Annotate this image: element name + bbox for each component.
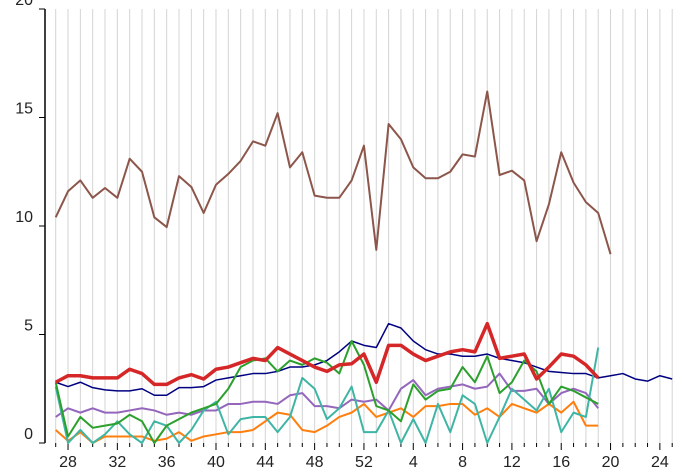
series-line xyxy=(55,400,599,444)
x-tick-label: 44 xyxy=(256,454,274,471)
series-line xyxy=(54,90,612,255)
x-tick-label: 8 xyxy=(458,454,467,471)
series-line xyxy=(54,347,600,444)
y-tick-label: 5 xyxy=(24,318,33,335)
x-tick-label: 52 xyxy=(355,454,373,471)
series-line xyxy=(54,340,599,444)
x-tick-label: 12 xyxy=(503,454,521,471)
x-tick-label: 40 xyxy=(207,454,225,471)
y-tick-label: 15 xyxy=(15,101,33,118)
x-tick-label: 20 xyxy=(602,454,620,471)
y-tick-label: 10 xyxy=(15,209,33,226)
x-tick-label: 36 xyxy=(158,454,176,471)
x-tick-label: 32 xyxy=(108,454,126,471)
y-tick-label: 20 xyxy=(15,0,33,9)
series-line xyxy=(54,321,600,387)
x-tick-label: 24 xyxy=(651,454,669,471)
x-tick-label: 28 xyxy=(59,454,77,471)
series-line xyxy=(55,322,673,397)
x-tick-label: 16 xyxy=(552,454,570,471)
x-tick-label: 4 xyxy=(409,454,418,471)
x-tick-label: 48 xyxy=(306,454,324,471)
y-tick-label: 0 xyxy=(24,426,33,443)
